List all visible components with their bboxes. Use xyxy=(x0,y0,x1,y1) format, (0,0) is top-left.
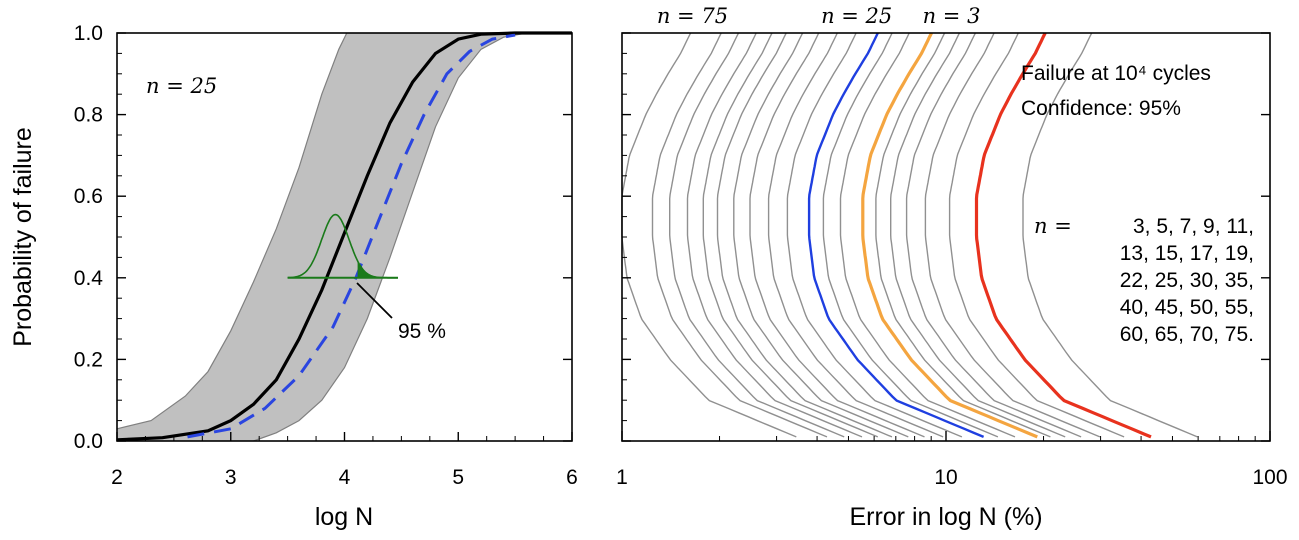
top-label-n3: n = 3 xyxy=(923,4,981,28)
left-ticks: 2 3 4 5 6 0.0 0.2 0.4 0.6 0.8 1.0 xyxy=(74,22,578,489)
error-curve-n17 xyxy=(861,32,1038,439)
n-list-line-2: 13, 15, 17, 19, xyxy=(1120,242,1254,265)
right-x-axis-label: Error in log N (%) xyxy=(849,503,1042,531)
left-y-axis-label: Probability of failure xyxy=(9,127,37,347)
error-curve-n7 xyxy=(948,32,1125,438)
n-list-prefix: n = xyxy=(1034,214,1072,238)
error-curve-n22 xyxy=(822,32,999,438)
n-list-line-4: 40, 45, 50, 55, xyxy=(1120,296,1254,319)
top-label-n25: n = 25 xyxy=(821,4,892,28)
right-x-tick-label: 1 xyxy=(616,466,628,489)
left-x-tick-label: 3 xyxy=(225,466,237,489)
left-x-tick-label: 4 xyxy=(339,466,351,489)
distribution-tail-shade xyxy=(357,260,398,279)
solid-series-line xyxy=(116,31,572,442)
error-curve-n13 xyxy=(890,32,1066,438)
top-label-n75: n = 75 xyxy=(657,4,728,28)
left-panel: 2 3 4 5 6 0.0 0.2 0.4 0.6 0.8 1.0 n = 25 95 % log … xyxy=(9,22,578,531)
left-y-tick-label: 0.2 xyxy=(74,348,103,371)
error-curve-n50 xyxy=(716,32,893,438)
band-upper-edge xyxy=(116,32,348,430)
error-curve-n3 xyxy=(1022,32,1198,438)
error-curve-n5 xyxy=(974,32,1152,439)
left-y-tick-label: 0.6 xyxy=(74,185,103,208)
left-x-tick-label: 6 xyxy=(566,466,578,489)
right-x-tick-label: 100 xyxy=(1252,466,1287,489)
error-curve-n9 xyxy=(924,32,1101,438)
left-y-tick-label: 0.0 xyxy=(74,430,103,453)
error-curve-n30 xyxy=(786,32,963,438)
right-x-tick-label: 10 xyxy=(934,466,957,489)
error-curve-n45 xyxy=(733,32,909,438)
error-curve-n25 xyxy=(807,32,985,439)
error-curve-n40 xyxy=(749,32,925,438)
error-curve-n11 xyxy=(905,32,1082,438)
left-y-tick-label: 0.8 xyxy=(74,104,103,127)
annotation-n25-text: n = 25 xyxy=(146,74,217,98)
left-x-tick-label: 2 xyxy=(111,466,123,489)
annotation-n25: n = 25 xyxy=(146,74,217,98)
right-ticks: 1 10 100 xyxy=(616,32,1288,489)
left-x-axis-label: log N xyxy=(315,503,373,531)
error-curve-n60 xyxy=(686,32,863,438)
info-confidence: Confidence: 95% xyxy=(1021,97,1181,120)
error-curves-layer xyxy=(621,32,1198,439)
error-curve-n70 xyxy=(651,32,828,438)
error-curve-n35 xyxy=(767,32,944,438)
n-list-line-1: 3, 5, 7, 9, 11, xyxy=(1133,215,1254,238)
top-n-labels: n = 75 n = 25 n = 3 xyxy=(657,4,981,28)
error-curve-n19 xyxy=(839,32,1016,438)
info-failure-cycles: Failure at 10⁴ cycles xyxy=(1021,62,1211,85)
annotation-arrow-line xyxy=(356,282,393,319)
error-curve-n15 xyxy=(875,32,1051,438)
dashed-series-line xyxy=(187,33,516,439)
error-curve-n55 xyxy=(702,32,879,438)
error-curve-n65 xyxy=(669,32,845,438)
left-y-tick-label: 1.0 xyxy=(74,22,103,45)
left-y-tick-label: 0.4 xyxy=(74,267,104,290)
annotation-95-percent: 95 % xyxy=(398,320,446,343)
series-layer xyxy=(116,31,572,442)
distribution-layer xyxy=(287,213,398,279)
n-list-line-3: 22, 25, 30, 35, xyxy=(1120,269,1254,292)
right-panel: 1 10 100 n = 75 n = 25 n = 3 Failure at 10⁴ … xyxy=(616,4,1287,531)
left-x-tick-label: 5 xyxy=(452,466,464,489)
band-lower-edge xyxy=(253,32,572,442)
error-curve-n75 xyxy=(621,32,797,438)
n-list-line-5: 60, 65, 70, 75. xyxy=(1120,323,1254,346)
